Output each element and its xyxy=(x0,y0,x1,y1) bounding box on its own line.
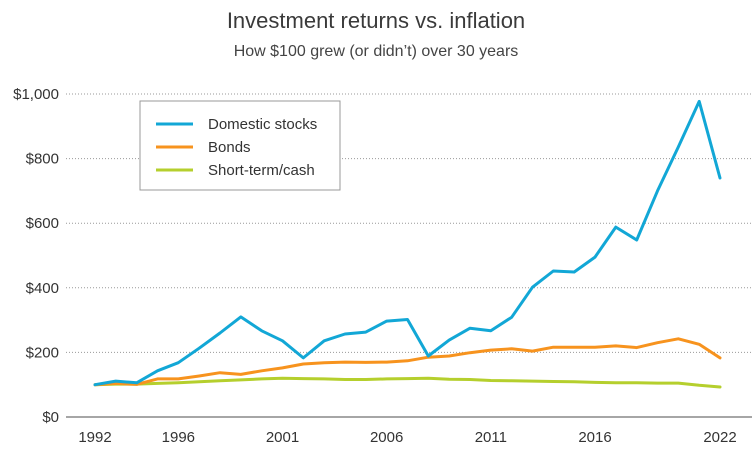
y-tick-label: $400 xyxy=(26,280,59,297)
legend-label: Bonds xyxy=(208,139,251,156)
legend-label: Short-term/cash xyxy=(208,162,315,179)
x-tick-label: 2022 xyxy=(703,429,736,446)
x-tick-label: 1992 xyxy=(78,429,111,446)
y-tick-label: $600 xyxy=(26,215,59,232)
y-axis-ticks: $0 $200 $400 $600 $800 $1,000 xyxy=(13,86,59,426)
y-tick-label: $0 xyxy=(42,409,59,426)
series-line-short-term-cash xyxy=(93,376,722,389)
chart-subtitle: How $100 grew (or didn’t) over 30 years xyxy=(234,43,519,60)
y-tick-label: $1,000 xyxy=(13,86,59,103)
x-tick-label: 2001 xyxy=(266,429,299,446)
series-line-bonds xyxy=(93,337,722,387)
x-tick-label: 2006 xyxy=(370,429,403,446)
y-tick-label: $200 xyxy=(26,344,59,361)
x-tick-label: 2011 xyxy=(475,429,507,446)
series-line-domestic-stocks xyxy=(93,99,722,387)
series-lines xyxy=(93,99,722,389)
legend-label: Domestic stocks xyxy=(208,116,317,133)
y-tick-label: $800 xyxy=(26,151,59,168)
x-axis-ticks: 1992 1996 2001 2006 2011 2016 2022 xyxy=(78,429,736,446)
x-tick-label: 2016 xyxy=(578,429,611,446)
x-tick-label: 1996 xyxy=(162,429,195,446)
chart-title: Investment returns vs. inflation xyxy=(227,8,525,33)
legend: Domestic stocks Bonds Short-term/cash xyxy=(139,100,341,191)
